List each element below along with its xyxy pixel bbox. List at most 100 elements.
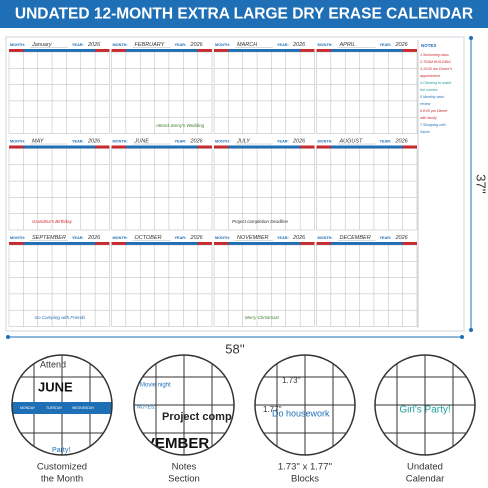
feature-content: Girl's Party! — [375, 355, 475, 455]
month-name: MARCH — [237, 42, 257, 48]
zoom-text: 1.73'' — [282, 376, 301, 385]
weekend-bar — [197, 242, 212, 245]
feature-caption: Blocks — [291, 474, 319, 485]
note: 6.8:00 pm Dinner — [420, 109, 448, 113]
weekend-bar — [316, 242, 331, 245]
month-label: MONTH: — [215, 43, 230, 47]
note: 7.Shopping with — [420, 123, 446, 127]
zoom-text: Attend — [40, 359, 66, 369]
month-label: MONTH: — [10, 43, 25, 47]
dot — [460, 335, 464, 339]
zoom-text: NOTES: — [137, 404, 156, 410]
zoom-text: Party! — [52, 447, 70, 454]
month-label: MONTH: — [318, 140, 333, 144]
weekend-bar — [95, 49, 110, 52]
weekday-bar — [111, 242, 212, 245]
annotation: Go Camping with Friends — [35, 315, 87, 320]
weekday-bar — [214, 242, 315, 245]
note: 2.TEAM BUILDING — [419, 60, 451, 64]
weekend-bar — [300, 145, 315, 149]
weekend-bar — [402, 145, 417, 149]
weekend-bar — [111, 49, 126, 52]
annotation: Attend Jenny's Wedding — [155, 123, 205, 128]
dot — [469, 328, 473, 332]
weekend-bar — [316, 49, 331, 52]
month-label: MONTH: — [10, 140, 25, 144]
month-label: MONTH: — [10, 236, 25, 240]
weekend-bar — [111, 242, 126, 245]
zoom-text: TUESDAY — [46, 406, 63, 410]
calendar-grid: MONTH: January YEAR: 2026 MONTH: FEBRUARY YEAR… — [8, 42, 418, 327]
year: 2026 — [87, 138, 101, 144]
note: the sunrise — [420, 88, 438, 92]
dot — [6, 335, 10, 339]
weekend-bar — [402, 49, 417, 52]
feature-content: Attend JUNE MONDAY TUESDAY WEDNESDAY Party! — [12, 355, 112, 455]
note: 1.Swimming class — [420, 53, 449, 57]
note: 4.Climbing to watch — [420, 81, 451, 85]
month-label: MONTH: — [215, 140, 230, 144]
weekday-bar — [111, 49, 212, 52]
note: review — [420, 102, 431, 106]
feature: 1.73'' 1.77''Do housework 1.73'' x 1.77''B… — [254, 354, 356, 485]
weekend-bar — [95, 242, 110, 245]
year-label: YEAR: — [72, 236, 84, 240]
note: 3.10:00 am Doctor's — [420, 67, 452, 71]
note: appointment — [420, 74, 441, 78]
weekend-bar — [214, 145, 229, 149]
weekend-bar — [402, 242, 417, 245]
feature-caption: Calendar — [406, 474, 445, 485]
width-label: 58'' — [225, 341, 244, 356]
notes-list: 1.Swimming class 2.TEAM BUILDING 3.10:00 a… — [419, 53, 452, 134]
month-name: January — [31, 42, 53, 48]
year-label: YEAR: — [277, 236, 289, 240]
year: 2026 — [395, 235, 409, 241]
zoom-text: Movie night — [140, 383, 171, 389]
weekend-bar — [111, 145, 126, 149]
year-label: YEAR: — [380, 43, 392, 47]
weekend-bar — [95, 145, 110, 149]
feature-caption: Customized — [37, 462, 87, 473]
weekday-bar — [214, 145, 315, 149]
month-name: NOVEMBER — [237, 235, 269, 241]
weekday-bar — [111, 145, 212, 149]
feature-caption: the Month — [41, 474, 83, 485]
weekday-bar — [316, 49, 417, 52]
year: 2026 — [395, 42, 409, 48]
year-label: YEAR: — [175, 140, 187, 144]
calendar-board — [5, 36, 465, 332]
year-label: YEAR: — [380, 140, 392, 144]
feature-ring — [254, 354, 356, 456]
dot — [469, 36, 473, 40]
month-name: APRIL — [339, 42, 356, 48]
weekday-bar — [12, 402, 112, 414]
zoom-text: Project comp — [162, 411, 232, 423]
year: 2026 — [395, 138, 409, 144]
weekend-bar — [316, 145, 331, 149]
feature-caption: Undated — [407, 462, 443, 473]
zoom-text: VEMBER — [145, 435, 209, 452]
note: with family — [420, 116, 437, 120]
month-name: JUNE — [134, 138, 150, 144]
weekend-bar — [197, 145, 212, 149]
weekend-bar — [9, 242, 24, 245]
weekend-bar — [300, 49, 315, 52]
annotation: Project completion Deadline — [232, 219, 289, 224]
zoom-text: Girl's Party! — [399, 405, 450, 416]
feature-content: Movie night NOTES: Project comp VEMBER — [134, 355, 234, 455]
feature-ring — [11, 354, 113, 456]
year: 2026 — [190, 42, 204, 48]
feature: Attend JUNE MONDAY TUESDAY WEDNESDAY Party! Cu… — [11, 354, 113, 485]
year: 2026 — [292, 138, 306, 144]
month-label: MONTH: — [215, 236, 230, 240]
weekday-bar — [316, 242, 417, 245]
month-name: AUGUST — [339, 138, 364, 144]
month-label: MONTH: — [113, 140, 128, 144]
year: 2026 — [190, 235, 204, 241]
annotation: Merry Christmas! — [245, 315, 280, 320]
weekend-bar — [9, 49, 24, 52]
year: 2026 — [190, 138, 204, 144]
year-label: YEAR: — [175, 43, 187, 47]
